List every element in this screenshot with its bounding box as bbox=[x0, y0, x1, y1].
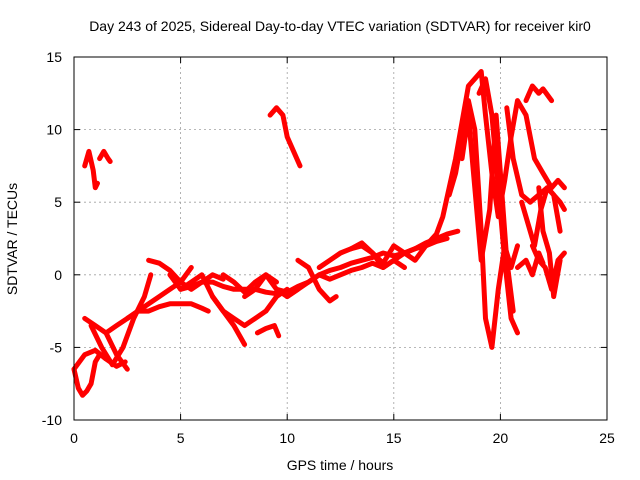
series-s14 bbox=[242, 272, 279, 300]
series-s12 bbox=[210, 286, 290, 329]
plot-frame bbox=[73, 56, 608, 421]
series-s6 bbox=[88, 272, 154, 368]
series-s16 bbox=[267, 105, 303, 169]
x-axis-label: GPS time / hours bbox=[287, 457, 394, 473]
series-s3 bbox=[82, 148, 100, 191]
axis-ticks: 0 5 10 15 20 25 -10 -5 0 5 10 15 bbox=[42, 49, 615, 446]
series-s25 bbox=[476, 76, 520, 336]
series-s21 bbox=[348, 240, 429, 266]
x-tick-label: 15 bbox=[386, 430, 402, 446]
series-s15 bbox=[254, 323, 282, 339]
series-s8 bbox=[124, 301, 211, 321]
y-tick-label: 15 bbox=[46, 49, 62, 65]
series-s24 bbox=[459, 112, 516, 314]
y-axis-label: SDTVAR / TECUs bbox=[4, 183, 20, 295]
y-tick-label: -10 bbox=[42, 412, 62, 428]
series-s23 bbox=[446, 98, 520, 350]
plot-area bbox=[71, 69, 567, 398]
grid bbox=[74, 57, 607, 420]
series-s4 bbox=[97, 148, 113, 164]
series-s1 bbox=[71, 352, 103, 398]
series-s19 bbox=[295, 257, 339, 304]
y-tick-label: 0 bbox=[54, 267, 62, 283]
x-tick-label: 25 bbox=[599, 430, 615, 446]
y-tick-label: 10 bbox=[46, 122, 62, 138]
series-s29 bbox=[536, 185, 563, 300]
series-s2 bbox=[71, 347, 128, 372]
x-tick-label: 0 bbox=[70, 430, 78, 446]
y-tick-label: -5 bbox=[50, 339, 63, 355]
y-tick-label: 5 bbox=[54, 194, 62, 210]
x-tick-label: 5 bbox=[177, 430, 185, 446]
x-tick-label: 20 bbox=[493, 430, 509, 446]
series-s30 bbox=[515, 250, 546, 278]
series-s31 bbox=[523, 83, 555, 104]
chart-title: Day 243 of 2025, Sidereal Day-to-day VTE… bbox=[89, 18, 591, 34]
series-s11 bbox=[178, 279, 279, 297]
x-tick-label: 10 bbox=[279, 430, 295, 446]
